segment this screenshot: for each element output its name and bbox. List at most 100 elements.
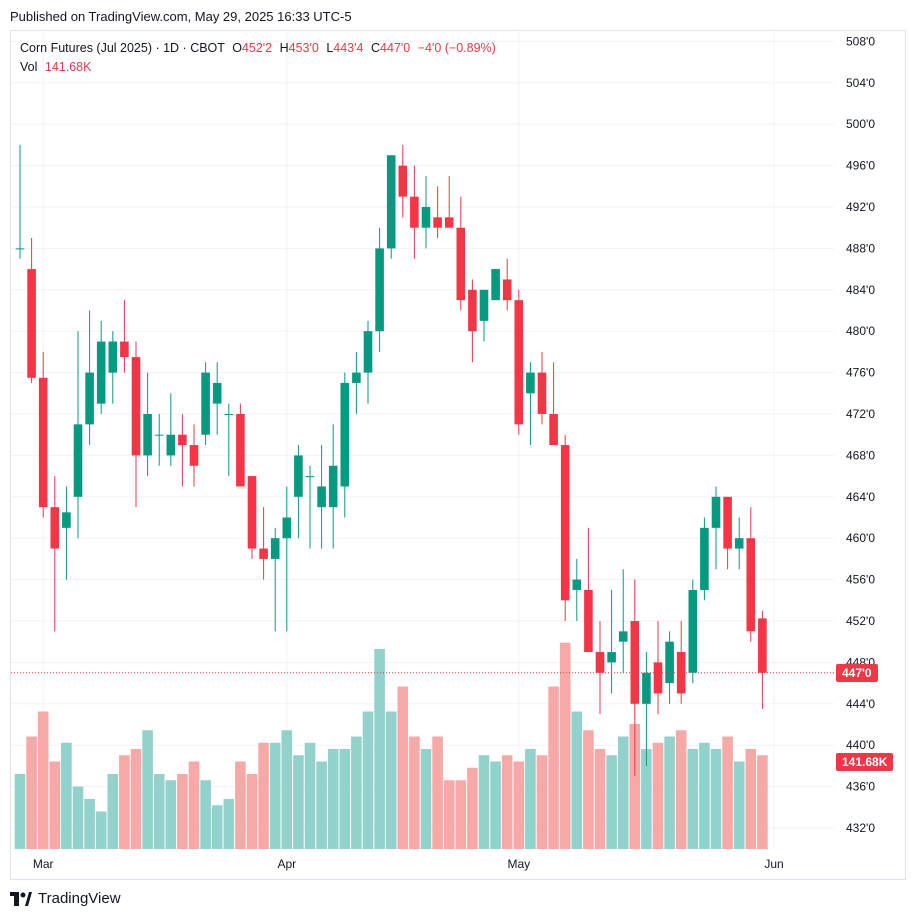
legend-open-label: O	[232, 41, 242, 55]
x-tick-label: Jun	[764, 857, 783, 871]
last-price-badge: 447'0	[836, 663, 878, 682]
volume-bar	[14, 774, 26, 849]
volume-bar	[61, 742, 72, 849]
candle-body	[189, 445, 199, 466]
volume-bar	[629, 724, 641, 849]
chart-legend: Corn Futures (Jul 2025) · 1D · CBOT O452…	[20, 39, 496, 77]
candle-body	[676, 652, 686, 694]
volume-bar	[327, 749, 339, 849]
y-tick-label: 468'0	[846, 448, 875, 462]
legend-high-value: 453'0	[288, 41, 319, 55]
candle-body	[143, 414, 152, 456]
candle-body	[108, 341, 118, 373]
legend-low-value: 443'4	[333, 41, 364, 55]
y-tick-label: 496'0	[846, 159, 875, 173]
volume-bar	[757, 755, 768, 849]
volume-bar	[455, 780, 467, 849]
tradingview-logo[interactable]: TradingView	[10, 890, 121, 907]
candle-body	[212, 382, 222, 404]
y-tick-label: 504'0	[846, 76, 875, 90]
volume-bar	[409, 736, 420, 849]
candle-body	[642, 672, 651, 704]
candle-body	[572, 579, 582, 590]
volume-bar	[142, 730, 153, 849]
volume-bar	[478, 755, 490, 849]
y-tick-label: 476'0	[846, 366, 875, 380]
candle-body	[375, 248, 384, 332]
volume-bar	[617, 736, 629, 849]
volume-bar	[490, 761, 501, 849]
candle-body	[73, 424, 83, 497]
candle-body	[305, 476, 315, 478]
volume-bar	[374, 649, 385, 849]
y-tick-label: 484'0	[846, 283, 875, 297]
volume-bar	[281, 730, 293, 849]
candle-body	[537, 372, 547, 414]
y-tick-label: 500'0	[846, 117, 875, 131]
volume-bar	[362, 711, 374, 849]
candle-body	[653, 662, 663, 694]
chart-frame[interactable]	[10, 30, 906, 880]
candle-body	[665, 641, 674, 684]
volume-bar	[606, 755, 617, 849]
candle-body	[247, 476, 257, 549]
volume-bar	[293, 755, 304, 849]
y-tick-label: 444'0	[846, 697, 875, 711]
volume-bar	[95, 811, 107, 849]
volume-bar	[432, 736, 443, 849]
y-tick-label: 508'0	[846, 34, 875, 48]
candle-layer	[15, 144, 767, 777]
legend-row-volume: Vol 141.68K	[20, 58, 496, 77]
candle-body	[201, 372, 210, 435]
x-tick-label: May	[507, 857, 530, 871]
volume-bar	[536, 755, 548, 849]
candle-body	[723, 496, 732, 549]
candle-body	[178, 434, 187, 446]
y-tick-label: 436'0	[846, 780, 875, 794]
volume-bar	[385, 711, 397, 849]
legend-volume-value: 141.68K	[44, 60, 92, 74]
last-volume-badge: 141.68K	[836, 753, 894, 771]
candle-body	[386, 155, 396, 249]
candle-body	[120, 341, 129, 358]
volume-bar	[548, 686, 559, 849]
y-tick-label: 460'0	[846, 531, 875, 545]
tradingview-brand-text: TradingView	[38, 890, 121, 907]
volume-layer	[14, 642, 768, 849]
volume-bar	[211, 805, 223, 849]
candle-body	[630, 621, 640, 704]
volume-bar	[641, 749, 652, 849]
candle-body	[96, 341, 106, 404]
volume-bar	[559, 642, 571, 849]
candle-body	[270, 538, 280, 559]
candle-body	[352, 372, 361, 383]
candle-body	[607, 652, 616, 663]
candle-body	[514, 300, 524, 425]
volume-bar	[664, 736, 675, 849]
legend-high-label: H	[279, 41, 289, 55]
y-tick-label: 440'0	[846, 738, 875, 752]
candle-body	[456, 227, 466, 301]
candle-body	[15, 248, 25, 250]
legend-volume-label: Vol	[20, 60, 38, 74]
candle-body	[746, 538, 756, 632]
volume-bar	[165, 780, 177, 849]
volume-bar	[37, 711, 49, 849]
y-tick-label: 452'0	[846, 614, 875, 628]
volume-bar	[687, 749, 699, 849]
volume-bar	[710, 749, 722, 849]
y-tick-label: 480'0	[846, 324, 875, 338]
volume-bar	[153, 774, 165, 849]
candle-body	[224, 414, 234, 415]
candle-body	[421, 207, 431, 228]
candle-body	[340, 382, 350, 487]
candle-body	[526, 372, 535, 394]
candle-body	[131, 357, 141, 456]
volume-bar	[235, 761, 246, 849]
candle-body	[618, 631, 628, 642]
candle-body	[433, 217, 442, 228]
x-tick-label: Mar	[33, 857, 54, 871]
candle-body	[468, 289, 477, 332]
candle-body	[27, 269, 36, 378]
